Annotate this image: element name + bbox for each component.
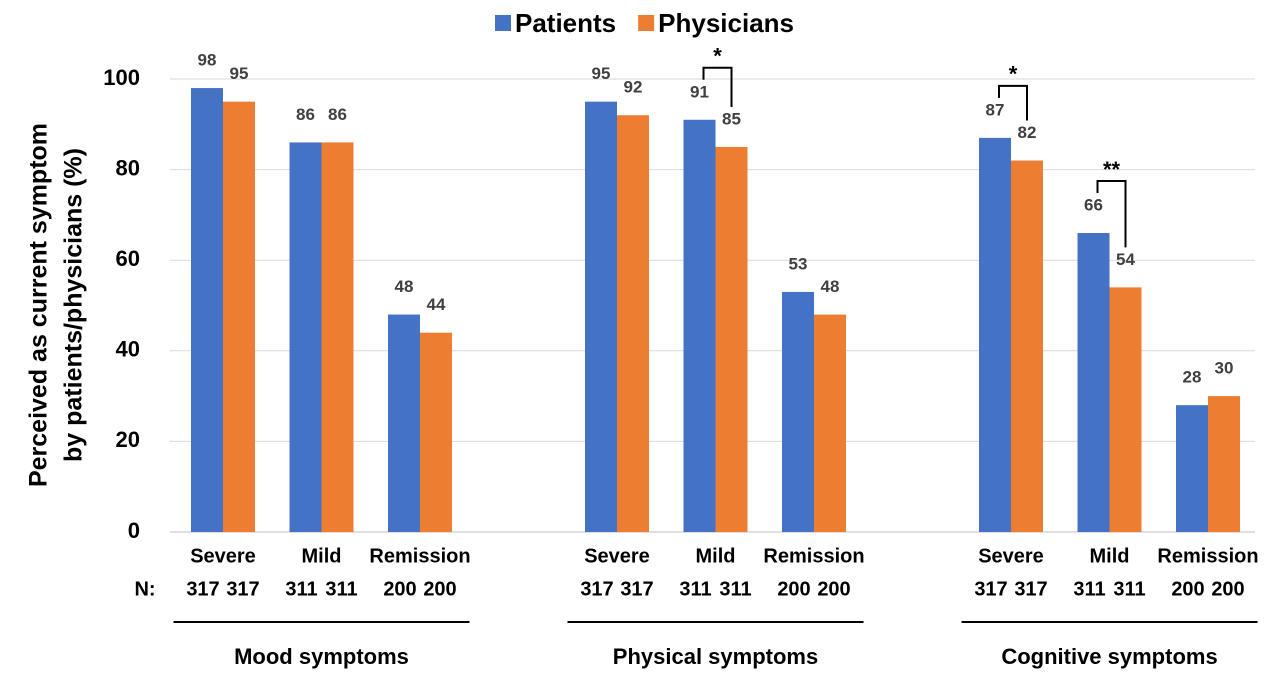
x-tick-label: Remission [763,545,864,567]
bar [617,115,649,533]
bar [388,314,420,532]
n-value: 311 [325,578,357,600]
bar [585,101,617,533]
data-label: 86 [328,105,347,124]
bar [289,142,322,533]
n-value: 200 [1211,578,1244,600]
data-label: 30 [1215,359,1234,378]
significance-label: ** [1103,157,1121,182]
significance-bracket [998,84,1028,121]
bar [321,142,354,533]
y-tick-label: 60 [116,246,140,271]
data-label: 92 [624,78,643,97]
x-tick-label: Remission [1157,545,1258,567]
n-value: 200 [817,578,850,600]
data-label: 95 [230,64,249,83]
y-tick-label: 20 [116,427,140,452]
data-label: 82 [1018,123,1037,142]
x-tick-label: Mild [1090,545,1130,567]
data-label: 85 [722,109,741,128]
bar [1077,233,1110,532]
n-value: 317 [620,578,653,600]
data-label: 98 [198,51,217,70]
x-tick-label: Mild [696,545,736,567]
y-tick-label: 0 [128,518,140,543]
legend-label: Patients [515,8,616,38]
bar [1208,396,1240,532]
bar [1176,405,1208,532]
y-tick-label: 100 [103,65,140,90]
x-tick-label: Remission [369,545,470,567]
n-label: N: [134,578,155,600]
data-label: 91 [690,82,709,101]
significance-label: * [1009,62,1018,87]
legend-label: Physicians [658,8,794,38]
bar [683,119,716,533]
group-label: Physical symptoms [613,644,818,669]
bar [814,314,846,532]
bar [191,88,223,532]
legend-swatch [495,15,511,31]
data-label: 95 [592,64,611,83]
bar [1109,287,1142,532]
data-label: 53 [789,254,808,273]
bar [782,291,814,532]
bar [1011,160,1043,533]
group-label: Cognitive symptoms [1001,644,1217,669]
bar [979,137,1011,532]
n-value: 317 [186,578,219,600]
significance-bracket [702,66,733,107]
bar [420,332,452,532]
data-label: 48 [821,277,840,296]
y-tick-label: 80 [116,155,140,180]
n-value: 311 [1073,578,1105,600]
n-value: 311 [719,578,751,600]
n-value: 311 [679,578,711,600]
n-value: 317 [1014,578,1047,600]
n-value: 200 [777,578,810,600]
data-label: 87 [986,100,1005,119]
y-tick-label: 40 [116,337,140,362]
legend-swatch [638,15,655,31]
significance-bracket [1096,180,1127,248]
n-value: 317 [226,578,259,600]
data-label: 86 [296,105,315,124]
x-tick-label: Severe [190,545,256,567]
group-label: Mood symptoms [234,644,409,669]
n-value: 311 [285,578,317,600]
n-value: 200 [423,578,456,600]
x-tick-label: Mild [302,545,342,567]
n-value: 317 [974,578,1007,600]
y-axis-label: by patients/physicians (%) [60,148,88,462]
n-value: 317 [580,578,613,600]
data-label: 66 [1084,196,1103,215]
data-label: 28 [1183,368,1202,387]
n-value: 200 [383,578,416,600]
bar [715,146,748,532]
n-value: 311 [1113,578,1145,600]
bar [223,101,255,533]
significance-label: * [713,44,722,69]
y-axis-label: Perceived as current symptom [25,123,53,487]
x-tick-label: Severe [584,545,650,567]
n-value: 200 [1171,578,1204,600]
data-label: 54 [1116,250,1135,269]
data-label: 48 [395,277,414,296]
x-tick-label: Severe [978,545,1044,567]
data-label: 44 [427,295,446,314]
